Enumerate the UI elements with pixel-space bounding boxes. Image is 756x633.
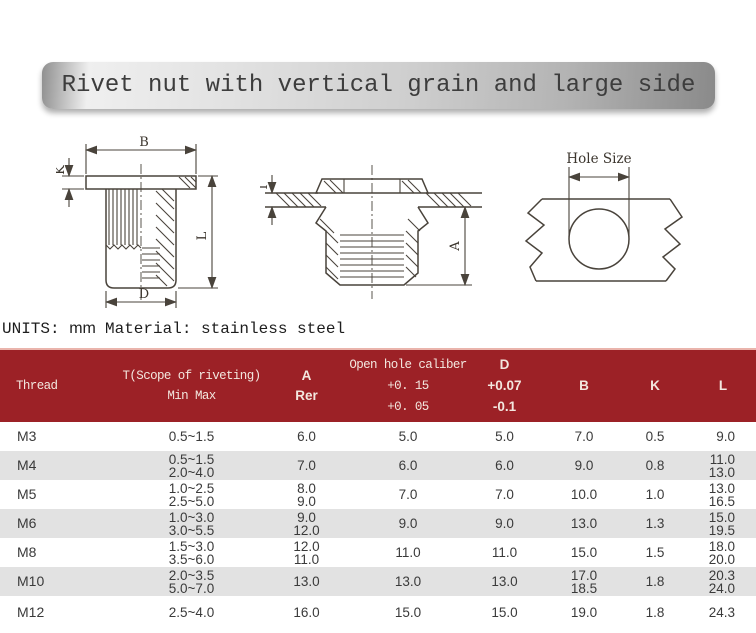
cell-b: 17.0 18.5	[570, 567, 598, 596]
cell-thread: M8	[17, 544, 37, 560]
cell-t: 1.5~3.0 3.5~6.0	[168, 538, 215, 567]
cell-a: 7.0	[297, 458, 316, 473]
spec-table: Thread T(Scope of riveting) Min Max A Re…	[0, 348, 756, 628]
cell-l: 11.0 13.0	[708, 451, 735, 480]
cell-b: 9.0	[574, 458, 594, 473]
table-row-m12: M12 2.5~4.0 16.0 15.0 15.0 19.0 1.8 24.3	[0, 596, 756, 628]
table-body: M3 0.5~1.5 6.0 5.0 5.0 7.0 0.5 9.0 M4 0.…	[0, 422, 756, 628]
cell-t: 0.5~1.5 2.0~4.0	[168, 451, 215, 480]
cell-l: 24.3	[708, 604, 735, 620]
cell-k: 0.8	[645, 458, 665, 473]
rivet-nut-installed-drawing: T A	[260, 165, 482, 299]
cell-b: 7.0	[574, 429, 594, 444]
cell-d: 7.0	[495, 487, 514, 502]
vertical-grain-lines	[105, 189, 142, 250]
dim-label-k: K	[56, 165, 68, 175]
cell-l: 9.0	[716, 429, 735, 444]
cell-k: 1.5	[645, 545, 665, 560]
cell-t: 0.5~1.5	[168, 429, 215, 444]
thread-lines	[340, 234, 404, 278]
cell-a: 13.0	[293, 574, 320, 589]
col-header-b: B	[579, 378, 589, 393]
hole-size-label: Hole Size	[566, 151, 631, 167]
cell-d: 11.0	[491, 545, 518, 560]
cell-k: 1.8	[645, 574, 665, 589]
cell-b: 19.0	[570, 604, 598, 620]
cell-k: 0.5	[645, 429, 665, 444]
cell-l: 13.0 16.5	[708, 480, 735, 509]
cell-k: 1.8	[645, 604, 665, 620]
section-hatch	[155, 188, 175, 287]
material-label: Material: stainless steel	[105, 320, 346, 338]
cell-k: 1.0	[645, 487, 665, 502]
col-header-t-scope: T(Scope of riveting) Min Max	[122, 369, 261, 403]
cell-b: 13.0	[570, 516, 598, 531]
hole-size-drawing: Hole Size	[524, 151, 684, 282]
cell-open: 7.0	[398, 487, 418, 502]
page-title: Rivet nut with vertical grain and large …	[61, 72, 696, 99]
head-hatch	[323, 179, 422, 194]
dim-label-d: D	[139, 287, 149, 302]
hole-circle	[568, 208, 630, 270]
cell-l: 18.0 20.0	[708, 538, 735, 567]
cell-b: 10.0	[570, 487, 598, 502]
cell-t: 2.0~3.5 5.0~7.0	[168, 567, 215, 596]
cell-d: 6.0	[495, 458, 514, 473]
cell-d: 13.0	[491, 574, 518, 589]
cell-open: 9.0	[398, 516, 418, 531]
cell-d: 9.0	[495, 516, 514, 531]
table-row-m8: M8 1.5~3.0 3.5~6.0 12.0 11.0 11.0 11.0 1…	[0, 538, 756, 567]
cell-b: 15.0	[570, 545, 598, 560]
table-row-m3: M3 0.5~1.5 6.0 5.0 5.0 7.0 0.5 9.0	[0, 422, 756, 451]
col-header-k: K	[650, 378, 660, 393]
table-row-m10: M10 2.0~3.5 5.0~7.0 13.0 13.0 13.0 17.0 …	[0, 567, 756, 596]
cell-t: 2.5~4.0	[168, 604, 215, 620]
dim-label-b: B	[139, 136, 149, 150]
cell-a: 8.0 9.0	[297, 480, 316, 509]
cell-thread: M5	[17, 486, 37, 502]
cell-a: 9.0 12.0	[293, 509, 320, 538]
units-value: mm	[69, 320, 96, 337]
cell-open: 13.0	[394, 574, 422, 589]
cell-open: 15.0	[394, 604, 422, 620]
cell-open: 11.0	[395, 545, 421, 560]
dim-label-l: L	[195, 231, 210, 240]
units-label: UNITS: mm	[2, 320, 96, 338]
cell-l: 15.0 19.5	[708, 509, 735, 538]
table-row-m6: M6 1.0~3.0 3.0~5.5 9.0 12.0 9.0 9.0 13.0…	[0, 509, 756, 538]
cell-open: 6.0	[398, 458, 418, 473]
dim-label-t: T	[260, 182, 271, 191]
cell-k: 1.3	[645, 516, 665, 531]
title-banner: Rivet nut with vertical grain and large …	[42, 62, 715, 109]
body-hatch	[319, 218, 421, 280]
cell-t: 1.0~2.5 2.5~5.0	[168, 480, 215, 509]
cell-thread: M3	[17, 428, 37, 444]
col-header-open-hole: Open hole caliber +0. 15 +0. 05	[349, 358, 467, 414]
cell-thread: M10	[17, 573, 45, 589]
table-row-m5: M5 1.0~2.5 2.5~5.0 8.0 9.0 7.0 7.0 10.0 …	[0, 480, 756, 509]
panel-hatch	[275, 192, 472, 208]
cell-open: 5.0	[398, 429, 418, 444]
units-material-line: UNITS: mm Material: stainless steel	[0, 320, 756, 342]
cell-t: 1.0~3.0 3.0~5.5	[168, 509, 215, 538]
col-header-d: D +0.07 -0.1	[487, 357, 522, 414]
col-header-thread: Thread	[16, 379, 58, 393]
table-row-m4: M4 0.5~1.5 2.0~4.0 7.0 6.0 6.0 9.0 0.8 1…	[0, 451, 756, 480]
thread-lines	[142, 247, 160, 279]
table-header-row: Thread T(Scope of riveting) Min Max A Re…	[0, 348, 756, 422]
cell-a: 12.0 11.0	[293, 538, 320, 567]
cell-thread: M6	[17, 515, 37, 531]
cell-thread: M12	[17, 603, 45, 620]
cell-a: 16.0	[293, 604, 320, 620]
cell-d: 5.0	[495, 429, 514, 444]
cell-thread: M4	[17, 457, 37, 473]
cell-d: 15.0	[491, 604, 518, 620]
col-header-a: A Rer	[295, 368, 318, 403]
rivet-nut-section-drawing: B K L D	[56, 136, 218, 308]
cell-l: 20.3 24.0	[708, 567, 735, 596]
col-header-l: L	[718, 378, 728, 393]
dim-label-a: A	[448, 241, 463, 252]
cell-a: 6.0	[297, 429, 316, 444]
